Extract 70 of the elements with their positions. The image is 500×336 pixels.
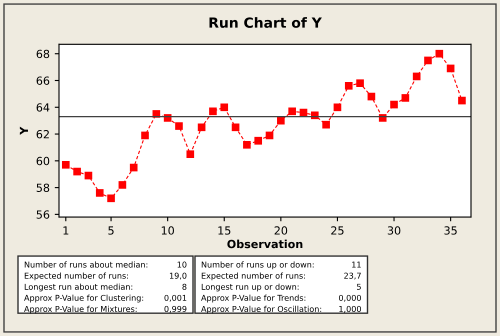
point [220, 103, 228, 112]
y-tick-label: 62 [36, 130, 49, 138]
text: 1,000 [339, 306, 361, 313]
point [118, 181, 126, 189]
x-tick-label: 20 [274, 226, 288, 235]
point [198, 124, 206, 132]
text: 8 [182, 284, 186, 290]
point [424, 56, 432, 64]
x-tick-label: 10 [162, 226, 174, 235]
y-tick-label: 68 [36, 50, 50, 58]
point [141, 132, 149, 140]
x-tick-label: 25 [331, 226, 344, 235]
text: 0,001 [164, 294, 186, 302]
chart-title: Run Chart of Y [210, 17, 322, 28]
text: Expected number of runs: [202, 272, 305, 280]
text: Approx P-Value for Clustering: [24, 294, 144, 302]
x-tick-label: 1 [63, 226, 68, 235]
point [402, 94, 410, 102]
text: 5 [356, 284, 361, 290]
point [209, 107, 217, 116]
point [390, 100, 398, 108]
text: 11 [352, 262, 361, 268]
text: 19,0 [170, 272, 186, 280]
text: 0,999 [164, 306, 186, 313]
text: Number of runs up or down: [202, 261, 314, 270]
point [266, 132, 274, 140]
y-tick-label: 64 [36, 103, 50, 112]
point [435, 50, 444, 58]
point [412, 72, 420, 80]
point [288, 107, 296, 116]
x-tick-label: 30 [388, 226, 400, 235]
text: 10 [178, 262, 186, 268]
point [96, 189, 104, 197]
x-tick-label: 5 [108, 226, 114, 235]
text: Longest run up or down: [202, 284, 299, 292]
text: 23,7 [344, 272, 361, 280]
point [232, 124, 240, 132]
point [175, 122, 183, 130]
text: Number of runs about median: [24, 261, 148, 268]
point [277, 116, 285, 124]
x-tick-label: 35 [444, 226, 457, 235]
text: Longest run about median: [24, 284, 132, 292]
text: Approx P-Value for Oscillation: [201, 306, 322, 314]
point [73, 168, 81, 176]
point [130, 164, 138, 172]
point [334, 103, 342, 112]
point [356, 79, 364, 87]
point [300, 108, 308, 116]
x-axis-title: Observation [227, 240, 302, 248]
point [254, 136, 262, 145]
point [107, 194, 115, 202]
y-tick-label: 60 [36, 156, 50, 166]
y-tick-label: 58 [36, 184, 50, 192]
point [84, 172, 92, 180]
point [446, 64, 454, 72]
point [243, 140, 251, 149]
y-tick-label: 56 [36, 210, 50, 219]
y-tick-label: 66 [36, 76, 50, 85]
text: Approx P-Value for Mixtures: [24, 306, 137, 314]
text: Expected number of runs: [24, 272, 128, 280]
text: 0,000 [338, 294, 361, 302]
text: Approx P-Value for Trends: [201, 294, 306, 302]
point [322, 120, 330, 128]
x-tick-label: 15 [218, 226, 230, 235]
point [458, 96, 466, 104]
point [344, 82, 353, 90]
point [62, 161, 70, 169]
point [368, 92, 376, 100]
y-axis-title: Y [20, 126, 28, 135]
point [186, 150, 194, 158]
